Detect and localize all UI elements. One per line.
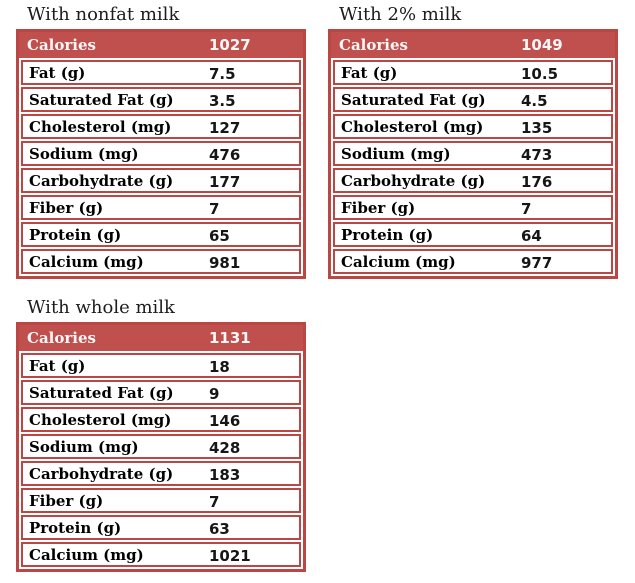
table-group-whole: With whole milk Calories 1131 Fat (g) 18…	[16, 297, 306, 572]
row-value: 18	[209, 357, 230, 376]
table-row: Cholesterol (mg) 135	[333, 114, 613, 139]
row-label: Sodium (mg)	[29, 437, 139, 456]
row-label: Calcium (mg)	[29, 252, 144, 271]
table-row: Sodium (mg) 428	[21, 434, 301, 459]
nutrition-table-2pct: Calories 1049 Fat (g) 10.5 Saturated Fat…	[328, 29, 618, 279]
table-row: Saturated Fat (g) 3.5	[21, 87, 301, 112]
row-label: Saturated Fat (g)	[341, 90, 486, 109]
row-value: 3.5	[209, 91, 236, 110]
table-row: Protein (g) 64	[333, 222, 613, 247]
table-row: Fat (g) 7.5	[21, 60, 301, 85]
row-label: Fiber (g)	[29, 198, 104, 217]
table-row: Fiber (g) 7	[21, 488, 301, 513]
row-value: 7	[209, 492, 220, 511]
row-label: Carbohydrate (g)	[341, 171, 486, 190]
row-label: Sodium (mg)	[29, 144, 139, 163]
table-row: Calcium (mg) 1021	[21, 542, 301, 567]
row-label: Calcium (mg)	[341, 252, 456, 271]
table-row: Fiber (g) 7	[333, 195, 613, 220]
header-label: Calories	[27, 329, 96, 347]
table-group-nonfat: With nonfat milk Calories 1027 Fat (g) 7…	[16, 4, 306, 279]
header-row: Calories 1131	[19, 325, 303, 351]
table-title: With nonfat milk	[27, 4, 180, 25]
row-label: Cholesterol (mg)	[29, 410, 172, 429]
row-label: Fiber (g)	[341, 198, 416, 217]
row-label: Saturated Fat (g)	[29, 383, 174, 402]
row-value: 7	[521, 199, 532, 218]
header-value: 1049	[521, 36, 563, 54]
table-row: Carbohydrate (g) 176	[333, 168, 613, 193]
row-value: 64	[521, 226, 542, 245]
table-body: Fat (g) 18 Saturated Fat (g) 9 Cholester…	[19, 351, 303, 569]
table-row: Fiber (g) 7	[21, 195, 301, 220]
row-value: 63	[209, 519, 230, 538]
table-row: Saturated Fat (g) 4.5	[333, 87, 613, 112]
header-label: Calories	[27, 36, 96, 54]
row-label: Calcium (mg)	[29, 545, 144, 564]
row-label: Fat (g)	[341, 63, 398, 82]
row-value: 177	[209, 172, 241, 191]
row-label: Protein (g)	[29, 518, 122, 537]
row-value: 981	[209, 253, 241, 272]
table-row: Cholesterol (mg) 146	[21, 407, 301, 432]
nutrition-table-whole: Calories 1131 Fat (g) 18 Saturated Fat (…	[16, 322, 306, 572]
row-value: 4.5	[521, 91, 548, 110]
table-row: Cholesterol (mg) 127	[21, 114, 301, 139]
row-value: 476	[209, 145, 241, 164]
header-value: 1027	[209, 36, 251, 54]
header-label: Calories	[339, 36, 408, 54]
row-label: Fat (g)	[29, 356, 86, 375]
table-title: With 2% milk	[339, 4, 462, 25]
table-row: Protein (g) 65	[21, 222, 301, 247]
row-label: Cholesterol (mg)	[29, 117, 172, 136]
row-label: Sodium (mg)	[341, 144, 451, 163]
table-row: Protein (g) 63	[21, 515, 301, 540]
row-value: 65	[209, 226, 230, 245]
nutrition-table-nonfat: Calories 1027 Fat (g) 7.5 Saturated Fat …	[16, 29, 306, 279]
row-value: 176	[521, 172, 553, 191]
row-value: 9	[209, 384, 220, 403]
row-label: Fat (g)	[29, 63, 86, 82]
row-value: 977	[521, 253, 553, 272]
table-body: Fat (g) 10.5 Saturated Fat (g) 4.5 Chole…	[331, 58, 615, 276]
row-value: 428	[209, 438, 241, 457]
row-value: 7.5	[209, 64, 236, 83]
table-row: Sodium (mg) 473	[333, 141, 613, 166]
row-label: Protein (g)	[29, 225, 122, 244]
header-row: Calories 1049	[331, 32, 615, 58]
row-label: Saturated Fat (g)	[29, 90, 174, 109]
table-row: Fat (g) 10.5	[333, 60, 613, 85]
table-row: Fat (g) 18	[21, 353, 301, 378]
row-value: 135	[521, 118, 553, 137]
row-label: Carbohydrate (g)	[29, 171, 174, 190]
row-label: Cholesterol (mg)	[341, 117, 484, 136]
header-value: 1131	[209, 329, 251, 347]
header-row: Calories 1027	[19, 32, 303, 58]
row-value: 10.5	[521, 64, 559, 83]
row-label: Protein (g)	[341, 225, 434, 244]
row-value: 127	[209, 118, 241, 137]
row-value: 7	[209, 199, 220, 218]
table-row: Carbohydrate (g) 183	[21, 461, 301, 486]
row-label: Fiber (g)	[29, 491, 104, 510]
table-body: Fat (g) 7.5 Saturated Fat (g) 3.5 Choles…	[19, 58, 303, 276]
table-group-2pct: With 2% milk Calories 1049 Fat (g) 10.5 …	[328, 4, 618, 279]
row-value: 183	[209, 465, 241, 484]
table-row: Saturated Fat (g) 9	[21, 380, 301, 405]
table-title: With whole milk	[27, 297, 175, 318]
row-value: 1021	[209, 546, 251, 565]
table-row: Carbohydrate (g) 177	[21, 168, 301, 193]
row-label: Carbohydrate (g)	[29, 464, 174, 483]
row-value: 473	[521, 145, 553, 164]
row-value: 146	[209, 411, 241, 430]
table-row: Calcium (mg) 977	[333, 249, 613, 274]
table-row: Calcium (mg) 981	[21, 249, 301, 274]
table-row: Sodium (mg) 476	[21, 141, 301, 166]
